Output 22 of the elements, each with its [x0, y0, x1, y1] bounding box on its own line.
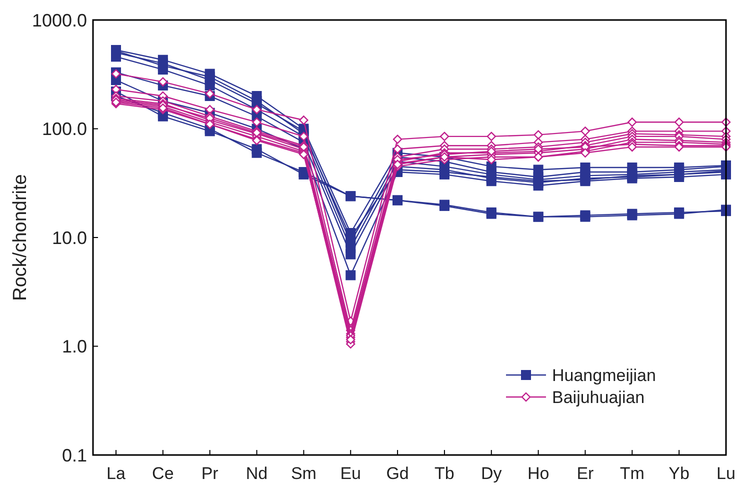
- x-tick-label: Er: [576, 464, 594, 483]
- x-tick-label: Ce: [152, 464, 174, 483]
- x-tick-label: Tm: [620, 464, 644, 483]
- x-tick-label: Eu: [340, 464, 362, 483]
- x-tick-label: Nd: [246, 464, 268, 483]
- y-axis-title: Rock/chondrite: [10, 174, 31, 301]
- y-tick-label: 10.0: [52, 228, 87, 248]
- x-tick-label: La: [106, 464, 126, 483]
- x-tick-label: Gd: [386, 464, 409, 483]
- x-tick-label: Lu: [716, 464, 736, 483]
- x-tick-label: Ho: [527, 464, 550, 483]
- y-tick-label: 0.1: [62, 445, 87, 466]
- x-tick-label: Tb: [434, 464, 454, 483]
- y-tick-label: 1000.0: [32, 10, 87, 30]
- y-tick-label: 1.0: [62, 336, 87, 357]
- x-tick-label: Sm: [290, 464, 316, 483]
- legend-label: Huangmeijian: [552, 366, 656, 385]
- x-tick-label: Yb: [668, 464, 690, 483]
- y-tick-label: 100.0: [42, 119, 87, 140]
- x-tick-label: Dy: [480, 464, 502, 483]
- legend-label: Baijuhuajian: [552, 388, 645, 407]
- x-tick-label: Pr: [201, 464, 219, 483]
